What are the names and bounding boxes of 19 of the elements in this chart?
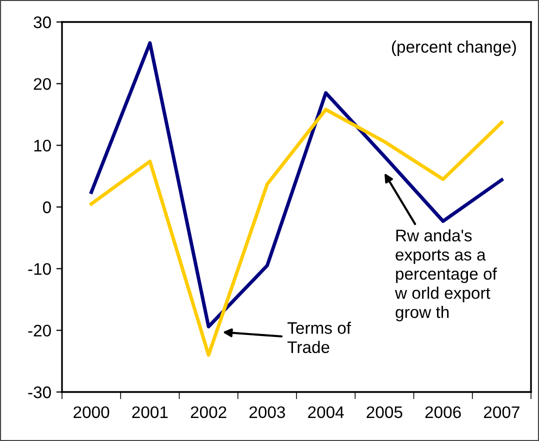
y-tick-label: 10 [34, 140, 51, 152]
x-tick-label: 2003 [249, 406, 285, 418]
x-tick-label: 2007 [484, 406, 520, 418]
x-tick-label: 2006 [425, 406, 461, 418]
x-tick-label: 2000 [74, 406, 110, 418]
annotation: Rw anda's exports as a percentage of w orld export grow th [394, 229, 497, 322]
line-series [90, 108, 504, 357]
x-tick-label: 2005 [366, 406, 402, 418]
annotation: Terms of Trade [287, 322, 352, 354]
y-tick-label: -30 [28, 386, 51, 398]
y-tick-label: -20 [28, 324, 51, 337]
x-tick-label: 2004 [308, 406, 344, 418]
y-tick-label: 0 [42, 201, 51, 214]
x-tick-label: 2002 [190, 406, 226, 418]
y-tick-label: -10 [28, 263, 51, 275]
x-tick-label: 2001 [132, 406, 168, 418]
y-tick-label: 30 [34, 16, 51, 28]
annotation: (percent change) [392, 40, 516, 56]
y-tick-label: 20 [34, 78, 51, 90]
